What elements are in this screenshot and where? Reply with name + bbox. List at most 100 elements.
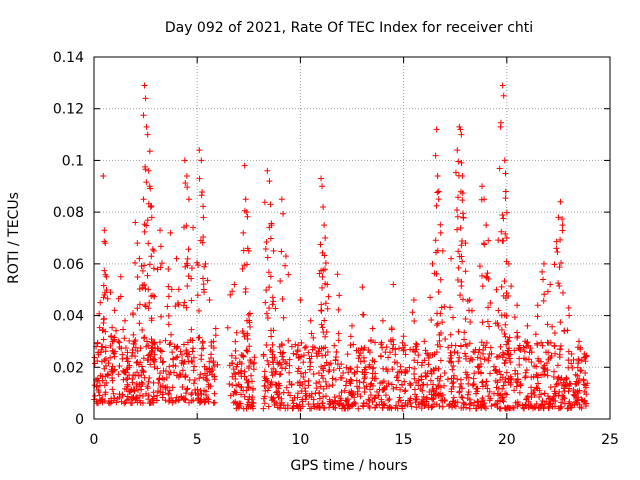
- data-point: [210, 358, 217, 365]
- data-point: [409, 309, 416, 316]
- data-point: [413, 396, 420, 403]
- data-point: [300, 352, 307, 359]
- data-point: [116, 363, 123, 370]
- data-point: [433, 202, 440, 209]
- data-point: [528, 403, 535, 410]
- data-point: [270, 359, 277, 366]
- data-point: [506, 355, 513, 362]
- data-point: [425, 354, 432, 361]
- data-point: [240, 405, 247, 412]
- data-point: [305, 377, 312, 384]
- data-point: [478, 370, 485, 377]
- data-point: [371, 395, 378, 402]
- data-point: [483, 222, 490, 229]
- data-point: [243, 377, 250, 384]
- data-point: [183, 304, 190, 311]
- data-point: [462, 341, 469, 348]
- x-tick-label: 10: [291, 432, 309, 448]
- data-point: [188, 275, 195, 282]
- data-point: [349, 322, 355, 329]
- data-point: [396, 345, 403, 352]
- data-point: [563, 374, 570, 381]
- data-point: [564, 381, 571, 388]
- data-point: [141, 374, 148, 381]
- data-point: [545, 349, 552, 356]
- data-point: [234, 400, 241, 407]
- data-point: [115, 371, 122, 378]
- data-point: [295, 365, 302, 372]
- data-point: [379, 317, 386, 324]
- data-point: [325, 293, 332, 300]
- data-point: [137, 345, 144, 352]
- data-point: [311, 403, 318, 410]
- data-point: [101, 398, 108, 405]
- data-point: [420, 381, 427, 388]
- data-point: [229, 359, 236, 366]
- data-point: [170, 356, 177, 363]
- data-point: [378, 339, 385, 346]
- data-point: [107, 342, 114, 349]
- data-point: [132, 344, 139, 351]
- data-point: [176, 396, 183, 403]
- data-point: [150, 247, 157, 254]
- data-point: [166, 341, 173, 348]
- data-point: [558, 399, 565, 406]
- data-point: [503, 209, 510, 216]
- data-point: [466, 340, 473, 347]
- data-point: [456, 123, 463, 130]
- data-point: [395, 377, 402, 384]
- data-point: [507, 373, 514, 380]
- data-point: [523, 343, 530, 350]
- data-point: [138, 379, 145, 386]
- data-point: [329, 375, 336, 382]
- data-point: [271, 354, 278, 361]
- data-point: [282, 365, 289, 372]
- data-point: [294, 348, 301, 355]
- data-point: [140, 112, 147, 119]
- data-point: [276, 382, 283, 389]
- data-point: [276, 371, 283, 378]
- data-point: [173, 354, 180, 361]
- data-point: [423, 398, 430, 405]
- data-point: [208, 339, 215, 346]
- data-point: [578, 405, 585, 412]
- data-point: [572, 371, 579, 378]
- data-point: [310, 370, 317, 377]
- data-point: [318, 307, 325, 314]
- data-point: [321, 222, 328, 229]
- data-point: [264, 167, 271, 174]
- data-point: [390, 385, 397, 392]
- data-point: [186, 377, 193, 384]
- data-point: [411, 357, 418, 364]
- data-point: [433, 270, 440, 277]
- data-point: [368, 338, 375, 345]
- data-point: [98, 346, 105, 353]
- data-point: [315, 404, 322, 411]
- data-point: [556, 354, 563, 361]
- data-point: [135, 372, 142, 379]
- data-point: [439, 403, 446, 410]
- data-point: [306, 355, 313, 362]
- data-point: [473, 385, 480, 392]
- data-point: [534, 313, 541, 320]
- data-point: [503, 369, 510, 376]
- data-point: [205, 396, 212, 403]
- data-point: [272, 305, 279, 312]
- data-point: [372, 370, 379, 377]
- data-point: [147, 361, 154, 368]
- data-point: [172, 303, 179, 310]
- data-point: [179, 367, 186, 374]
- data-point: [412, 391, 419, 398]
- data-point: [406, 364, 413, 371]
- data-point: [285, 271, 292, 278]
- data-point: [525, 398, 532, 405]
- data-point: [533, 371, 540, 378]
- data-point: [270, 298, 277, 305]
- data-point: [145, 240, 152, 247]
- data-point: [500, 382, 507, 389]
- data-point: [165, 312, 172, 319]
- data-point: [402, 351, 409, 358]
- data-point: [303, 343, 310, 350]
- data-point: [461, 336, 468, 343]
- data-point: [479, 350, 486, 357]
